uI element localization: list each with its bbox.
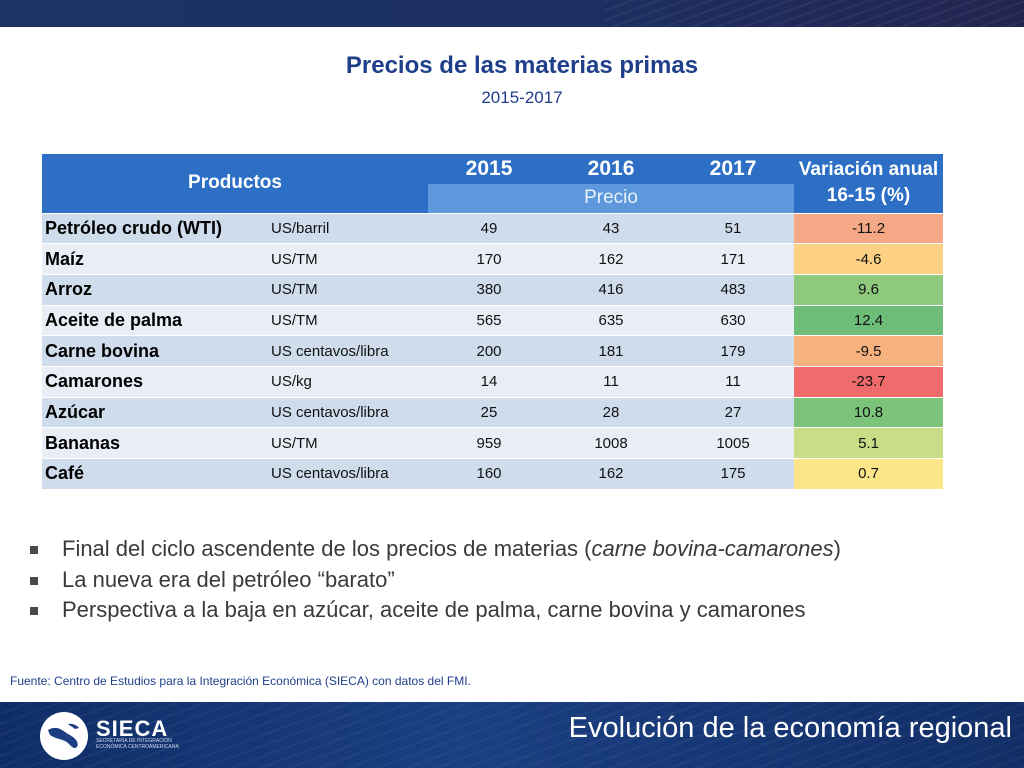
variation-cell: 10.8	[794, 396, 944, 428]
logo-subtitle: SECRETARÍA DE INTEGRACIÓN ECONÓMICA CENT…	[96, 738, 179, 750]
page-subtitle: 2015-2017	[481, 88, 563, 107]
variation-cell: -4.6	[794, 243, 944, 275]
footer-title: Evolución de la economía regional	[568, 712, 1012, 744]
price-2017-cell: 175	[672, 457, 795, 489]
product-cell: Maíz	[42, 243, 268, 275]
price-2015-cell: 14	[428, 365, 551, 398]
variation-cell: 12.4	[794, 304, 944, 336]
top-banner	[0, 0, 1024, 27]
price-2017-cell: 1005	[672, 427, 795, 459]
price-subheader: Precio	[428, 184, 795, 213]
unit-cell: US/TM	[268, 273, 429, 306]
price-2015-cell: 565	[428, 304, 551, 336]
product-cell: Arroz	[42, 273, 268, 306]
price-2016-cell: 181	[550, 335, 673, 367]
price-2015-cell: 200	[428, 335, 551, 367]
price-2017-cell: 630	[672, 304, 795, 336]
sieca-logo-icon	[40, 712, 88, 760]
price-2015-cell: 380	[428, 273, 551, 306]
bullet-emphasis: carne bovina-camarones	[591, 536, 834, 561]
product-cell: Carne bovina	[42, 335, 268, 367]
variation-cell: -23.7	[794, 365, 944, 398]
variation-label-line2: 16-15 (%)	[826, 185, 911, 207]
variation-cell: -11.2	[794, 212, 944, 244]
price-2017-cell: 11	[672, 365, 795, 398]
square-bullet-icon	[30, 546, 38, 554]
source-note: Fuente: Centro de Estudios para la Integ…	[10, 674, 471, 688]
variation-cell: 9.6	[794, 273, 944, 306]
table-row: Camarones US/kg 14 11 11 -23.7	[42, 365, 944, 398]
product-cell: Azúcar	[42, 396, 268, 428]
product-cell: Petróleo crudo (WTI)	[42, 212, 268, 244]
column-header-year: 2015	[428, 154, 551, 184]
price-2017-cell: 27	[672, 396, 795, 428]
variation-cell: -9.5	[794, 335, 944, 367]
bullet-text: Final del ciclo ascendente de los precio…	[62, 536, 592, 561]
prices-table: Productos 2015 2016 2017 Variación anual…	[42, 154, 944, 489]
bullet-text: La nueva era del petróleo “barato”	[62, 566, 395, 592]
table-row: Café US centavos/libra 160 162 175 0.7	[42, 457, 944, 489]
table-row: Bananas US/TM 959 1008 1005 5.1	[42, 427, 944, 459]
price-2016-cell: 11	[550, 365, 673, 398]
price-2015-cell: 160	[428, 457, 551, 489]
variation-label-line1: Variación anual	[798, 159, 939, 181]
price-2017-cell: 483	[672, 273, 795, 306]
unit-cell: US centavos/libra	[268, 396, 429, 428]
price-2016-cell: 635	[550, 304, 673, 336]
price-2017-cell: 171	[672, 243, 795, 275]
price-2017-cell: 51	[672, 212, 795, 244]
price-2016-cell: 28	[550, 396, 673, 428]
table-body: Petróleo crudo (WTI) US/barril 49 43 51 -11.2…	[42, 212, 944, 489]
table-row: Azúcar US centavos/libra 25 28 27 10.8	[42, 396, 944, 428]
price-2017-cell: 179	[672, 335, 795, 367]
square-bullet-icon	[30, 576, 38, 585]
unit-cell: US centavos/libra	[268, 457, 429, 489]
unit-cell: US/TM	[268, 427, 429, 459]
product-cell: Bananas	[42, 427, 268, 459]
page-title: Precios de las materias primas	[345, 52, 699, 79]
bullet-item: Perspectiva a la baja en azúcar, aceite …	[30, 595, 1010, 626]
column-header-year: 2016	[550, 154, 673, 184]
price-2016-cell: 162	[550, 243, 673, 275]
column-header-year: 2017	[672, 154, 795, 184]
table-row: Petróleo crudo (WTI) US/barril 49 43 51 -11.2	[42, 212, 944, 244]
bullet-item: La nueva era del petróleo “barato”	[30, 565, 1010, 596]
product-cell: Café	[42, 457, 268, 489]
unit-cell: US/TM	[268, 243, 429, 275]
product-cell: Aceite de palma	[42, 304, 268, 336]
price-2015-cell: 959	[428, 427, 551, 459]
table-row: Aceite de palma US/TM 565 635 630 12.4	[42, 304, 944, 336]
table-row: Carne bovina US centavos/libra 200 181 179 -9…	[42, 335, 944, 367]
bullet-text: Perspectiva a la baja en azúcar, aceite …	[62, 597, 806, 622]
price-2016-cell: 1008	[550, 427, 673, 459]
unit-cell: US centavos/libra	[268, 335, 429, 367]
variation-cell: 0.7	[794, 457, 944, 489]
bullet-text-end: )	[833, 536, 841, 561]
price-2016-cell: 43	[550, 212, 673, 244]
product-cell: Camarones	[42, 365, 268, 398]
column-header-variation: Variación anual 16-15 (%)	[794, 154, 944, 213]
bullet-list: Final del ciclo ascendente de los precio…	[30, 534, 1010, 626]
price-2015-cell: 49	[428, 212, 551, 244]
price-2015-cell: 25	[428, 396, 551, 428]
price-2016-cell: 162	[550, 457, 673, 489]
logo-name: SIECA	[96, 716, 169, 741]
price-2015-cell: 170	[428, 243, 551, 275]
column-header-products: Productos	[42, 154, 429, 213]
unit-cell: US/kg	[268, 365, 429, 398]
bullet-item: Final del ciclo ascendente de los precio…	[30, 534, 1010, 565]
unit-cell: US/barril	[268, 212, 429, 244]
table-row: Arroz US/TM 380 416 483 9.6	[42, 273, 944, 306]
price-2016-cell: 416	[550, 273, 673, 306]
table-row: Maíz US/TM 170 162 171 -4.6	[42, 243, 944, 275]
unit-cell: US/TM	[268, 304, 429, 336]
footer-banner: SIECA SECRETARÍA DE INTEGRACIÓN ECONÓMIC…	[0, 702, 1024, 768]
variation-cell: 5.1	[794, 427, 944, 459]
square-bullet-icon	[30, 607, 38, 615]
